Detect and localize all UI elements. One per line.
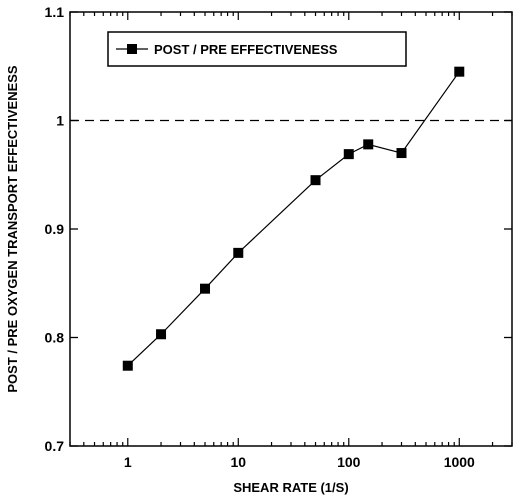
data-point (396, 148, 407, 159)
plot-frame (69, 11, 513, 447)
y-axis-title: POST / PRE OXYGEN TRANSPORT EFFECTIVENES… (5, 65, 20, 393)
y-tick-label: 0.9 (45, 221, 65, 237)
data-point (363, 139, 374, 150)
data-point (454, 66, 465, 77)
legend-box (107, 31, 407, 67)
legend-label: POST / PRE EFFECTIVENESS (154, 42, 338, 57)
data-point (343, 149, 354, 160)
x-tick-label: 10 (230, 454, 246, 470)
y-tick-label: 0.8 (45, 330, 65, 346)
data-point (156, 329, 167, 340)
x-tick-label: 1 (124, 454, 132, 470)
data-point (122, 360, 133, 371)
data-point (200, 283, 211, 294)
x-axis-title: SHEAR RATE (1/S) (233, 480, 348, 495)
x-tick-label: 100 (337, 454, 361, 470)
y-tick-label: 1 (56, 113, 64, 129)
y-tick-label: 1.1 (45, 4, 65, 20)
data-point (310, 175, 321, 186)
y-tick-label: 0.7 (45, 438, 65, 454)
x-tick-label: 1000 (444, 454, 475, 470)
legend-marker (127, 44, 137, 54)
data-point (233, 247, 244, 258)
series-line (127, 71, 460, 367)
